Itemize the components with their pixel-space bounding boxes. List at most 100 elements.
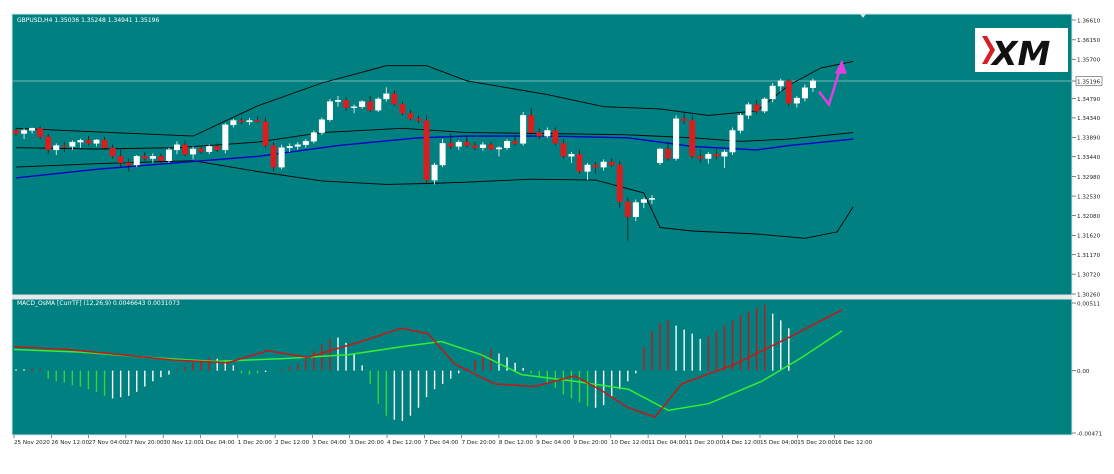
- candle[interactable]: [632, 202, 639, 217]
- candle[interactable]: [109, 147, 116, 157]
- candle[interactable]: [391, 93, 398, 105]
- candle[interactable]: [737, 115, 744, 131]
- candle[interactable]: [673, 118, 680, 159]
- candle[interactable]: [294, 144, 301, 147]
- candle[interactable]: [278, 147, 285, 168]
- candle[interactable]: [318, 119, 325, 133]
- candle[interactable]: [560, 143, 567, 157]
- candle[interactable]: [37, 128, 44, 138]
- candle[interactable]: [471, 145, 478, 148]
- candle[interactable]: [415, 118, 422, 121]
- candle[interactable]: [222, 124, 229, 151]
- candle[interactable]: [407, 113, 414, 120]
- candle[interactable]: [697, 156, 704, 159]
- candle[interactable]: [254, 120, 261, 123]
- candle[interactable]: [648, 198, 655, 200]
- candle[interactable]: [93, 139, 100, 144]
- candle[interactable]: [270, 145, 277, 168]
- candle[interactable]: [375, 98, 382, 111]
- candle[interactable]: [624, 201, 631, 217]
- candle[interactable]: [657, 148, 664, 164]
- candle[interactable]: [809, 80, 816, 88]
- candle[interactable]: [351, 106, 358, 108]
- candle[interactable]: [536, 132, 543, 137]
- candle[interactable]: [721, 151, 728, 157]
- candle[interactable]: [286, 146, 293, 148]
- candle[interactable]: [761, 98, 768, 112]
- candle[interactable]: [576, 153, 583, 172]
- candle[interactable]: [520, 115, 527, 144]
- candle[interactable]: [447, 143, 454, 147]
- candle[interactable]: [608, 161, 615, 166]
- candle[interactable]: [463, 141, 470, 146]
- candle[interactable]: [705, 153, 712, 159]
- candle[interactable]: [769, 85, 776, 100]
- candle[interactable]: [133, 156, 140, 166]
- candle[interactable]: [681, 118, 688, 121]
- candle[interactable]: [85, 140, 92, 144]
- candle[interactable]: [214, 146, 221, 151]
- candle[interactable]: [310, 132, 317, 142]
- candle[interactable]: [713, 153, 720, 157]
- candle[interactable]: [777, 80, 784, 87]
- candle[interactable]: [729, 130, 736, 153]
- candle[interactable]: [230, 120, 237, 126]
- candle[interactable]: [326, 101, 333, 120]
- candle[interactable]: [29, 128, 36, 131]
- candle[interactable]: [206, 146, 213, 152]
- candle[interactable]: [53, 145, 60, 151]
- candle[interactable]: [568, 153, 575, 157]
- candle[interactable]: [552, 130, 559, 144]
- candle[interactable]: [544, 130, 551, 137]
- candle[interactable]: [793, 97, 800, 104]
- candle[interactable]: [665, 148, 672, 159]
- chart-shift-marker[interactable]: [860, 14, 866, 18]
- candle[interactable]: [246, 120, 253, 123]
- candle[interactable]: [359, 101, 366, 107]
- candle[interactable]: [101, 139, 108, 148]
- candle[interactable]: [69, 141, 76, 147]
- candle[interactable]: [479, 144, 486, 148]
- candle[interactable]: [753, 104, 760, 112]
- candle[interactable]: [125, 162, 132, 166]
- candle[interactable]: [383, 93, 390, 100]
- candle[interactable]: [504, 141, 511, 148]
- candle[interactable]: [302, 141, 309, 145]
- candle[interactable]: [785, 80, 792, 104]
- candle[interactable]: [61, 145, 68, 147]
- candle[interactable]: [496, 147, 503, 150]
- candle[interactable]: [600, 161, 607, 168]
- candle[interactable]: [431, 164, 438, 181]
- candle[interactable]: [335, 100, 342, 102]
- candle[interactable]: [77, 140, 84, 143]
- candle[interactable]: [455, 141, 462, 147]
- candle[interactable]: [238, 120, 245, 123]
- candle[interactable]: [584, 164, 591, 172]
- candle[interactable]: [439, 143, 446, 166]
- candle[interactable]: [512, 141, 519, 144]
- candle[interactable]: [12, 130, 19, 134]
- candle[interactable]: [198, 148, 205, 152]
- candle[interactable]: [745, 104, 752, 116]
- candle[interactable]: [149, 156, 156, 159]
- candle[interactable]: [640, 199, 647, 203]
- candle[interactable]: [21, 130, 28, 134]
- candle[interactable]: [592, 164, 599, 168]
- candle[interactable]: [399, 103, 406, 114]
- candle[interactable]: [165, 149, 172, 161]
- price-panel[interactable]: [11, 13, 1073, 296]
- candle[interactable]: [616, 164, 623, 202]
- candle[interactable]: [423, 120, 430, 181]
- candle[interactable]: [182, 144, 189, 155]
- candle[interactable]: [190, 148, 197, 155]
- candle[interactable]: [689, 120, 696, 157]
- candle[interactable]: [141, 156, 148, 159]
- candle[interactable]: [157, 156, 164, 161]
- candle[interactable]: [801, 87, 808, 99]
- candle[interactable]: [117, 156, 124, 164]
- candle[interactable]: [45, 136, 52, 151]
- panel-divider[interactable]: [12, 295, 1072, 299]
- candle[interactable]: [528, 115, 535, 133]
- candle[interactable]: [173, 144, 180, 151]
